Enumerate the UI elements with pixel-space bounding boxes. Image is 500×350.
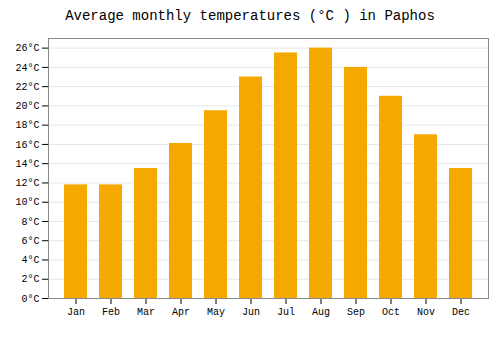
html-text:Average monthly temperatures (: Average monthly temperatures (°C ) in Pa… xyxy=(65,8,435,24)
svg-text:Aug: Aug xyxy=(312,307,330,318)
svg-text:22°C: 22°C xyxy=(15,82,39,93)
svg-text:Jan: Jan xyxy=(67,307,85,318)
svg-text:2°C: 2°C xyxy=(21,274,39,285)
svg-text:Jun: Jun xyxy=(242,307,260,318)
svg-text:6°C: 6°C xyxy=(21,236,39,247)
svg-text:4°C: 4°C xyxy=(21,255,39,266)
svg-text:10°C: 10°C xyxy=(15,197,39,208)
svg-text:Dec: Dec xyxy=(452,307,470,318)
svg-text:Mar: Mar xyxy=(137,307,155,318)
svg-text:20°C: 20°C xyxy=(15,101,39,112)
svg-text:26°C: 26°C xyxy=(15,43,39,54)
svg-text:8°C: 8°C xyxy=(21,217,39,228)
svg-text:18°C: 18°C xyxy=(15,120,39,131)
svg-text:0°C: 0°C xyxy=(21,294,39,305)
svg-text:12°C: 12°C xyxy=(15,178,39,189)
svg-text:16°C: 16°C xyxy=(15,140,39,151)
svg-text:Feb: Feb xyxy=(102,307,120,318)
svg-text:Apr: Apr xyxy=(172,307,190,318)
svg-text:Oct: Oct xyxy=(382,307,400,318)
svg-text:14°C: 14°C xyxy=(15,159,39,170)
svg-text:May: May xyxy=(207,307,225,318)
svg-text:Sep: Sep xyxy=(347,307,365,318)
svg-text:Jul: Jul xyxy=(277,307,295,318)
svg-text:24°C: 24°C xyxy=(15,63,39,74)
svg-text:Nov: Nov xyxy=(417,307,435,318)
